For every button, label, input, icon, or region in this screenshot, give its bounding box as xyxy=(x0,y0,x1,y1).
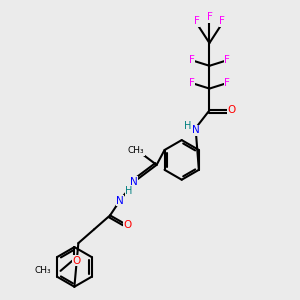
Text: CH₃: CH₃ xyxy=(35,266,52,275)
Text: F: F xyxy=(224,55,230,65)
Text: N: N xyxy=(130,177,138,187)
Text: CH₃: CH₃ xyxy=(128,146,144,155)
Text: F: F xyxy=(219,16,225,26)
Text: F: F xyxy=(206,12,212,22)
Text: N: N xyxy=(116,196,124,206)
Text: O: O xyxy=(124,220,132,230)
Text: H: H xyxy=(184,121,191,131)
Text: F: F xyxy=(189,78,194,88)
Text: O: O xyxy=(227,105,236,116)
Text: N: N xyxy=(192,125,200,135)
Text: F: F xyxy=(224,78,230,88)
Text: F: F xyxy=(194,16,200,26)
Text: O: O xyxy=(72,256,80,266)
Text: H: H xyxy=(125,186,133,196)
Text: F: F xyxy=(189,55,194,65)
